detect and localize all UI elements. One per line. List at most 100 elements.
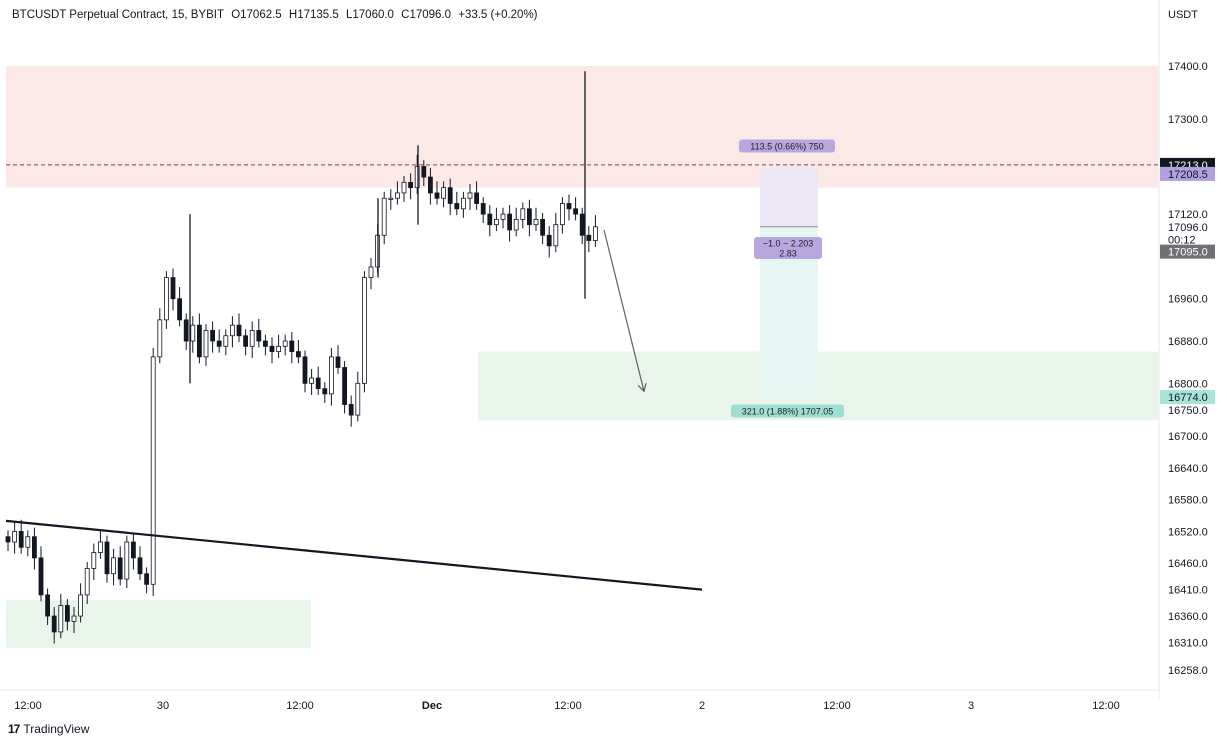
base-demand-zone[interactable]: [6, 600, 311, 648]
resistance-zone[interactable]: [6, 66, 1158, 188]
candle-body: [262, 340, 268, 347]
candle-body: [32, 536, 37, 559]
candle-body: [368, 266, 374, 278]
candle-body: [447, 187, 453, 204]
candle-body: [282, 340, 288, 347]
x-tick-label: 2: [699, 700, 705, 712]
price-tag-bg: [1160, 390, 1215, 405]
candle-body: [256, 330, 262, 342]
x-tick-label: 12:00: [286, 700, 314, 712]
candle-body: [540, 218, 545, 236]
candle-body: [408, 181, 414, 189]
price-tag-text: 17095.0: [1168, 247, 1208, 259]
candle-body: [414, 166, 420, 189]
x-tick-label: 3: [968, 700, 974, 712]
position-risk-box[interactable]: [760, 167, 818, 227]
price-tag-text: 17096.0: [1168, 222, 1208, 234]
y-tick-label: 16640.0: [1168, 463, 1208, 475]
candle-body: [177, 298, 183, 321]
candle-body: [137, 557, 143, 575]
candle-body: [25, 536, 31, 548]
candle-body: [434, 192, 440, 199]
candle-body: [309, 377, 315, 384]
candle-body: [474, 192, 480, 204]
candle-body: [460, 197, 466, 210]
candle-body: [216, 340, 222, 347]
candle-body: [289, 340, 295, 353]
tradingview-brand[interactable]: 17 TradingView: [8, 722, 89, 736]
candle-body: [98, 541, 103, 553]
candle-body: [78, 594, 83, 617]
candle-body: [421, 166, 427, 178]
candle-body: [388, 197, 394, 200]
zones-layer: [6, 66, 1158, 648]
candle-body: [104, 541, 110, 575]
candle-body: [130, 541, 136, 559]
arrow-head-icon: [637, 383, 647, 393]
candle-body: [533, 218, 539, 226]
candle-body: [58, 605, 64, 633]
candle-body: [210, 330, 216, 342]
symbol-label[interactable]: BTCUSDT Perpetual Contract, 15, BYBIT: [12, 9, 224, 21]
reward-label-bg: [731, 404, 844, 418]
candle-body: [12, 531, 18, 543]
candles-layer: [5, 71, 598, 644]
candle-body: [170, 277, 176, 300]
candle-body: [401, 181, 407, 194]
time-axis[interactable]: 12:00 30 12:00 Dec 12:00 2 12:00 3 12:00: [0, 689, 1159, 712]
y-tick-label: 16700.0: [1168, 431, 1208, 443]
x-tick-label: Dec: [422, 700, 442, 712]
y-tick-label: 16880.0: [1168, 336, 1208, 348]
ohlc-change: +33.5 (+0.20%): [458, 9, 538, 21]
y-tick-label: 16520.0: [1168, 526, 1208, 538]
candle-body: [111, 557, 116, 575]
candle-body: [18, 531, 24, 548]
candle-body: [394, 192, 400, 199]
candle-body: [229, 324, 235, 337]
candle-body: [480, 203, 486, 215]
x-tick-label: 12:00: [823, 700, 851, 712]
ratio-label-bg: [754, 237, 822, 259]
reward-label[interactable]: 321.0 (1.88%) 1707.05: [731, 404, 844, 418]
candle-body: [527, 208, 532, 226]
candle-body: [243, 335, 249, 347]
candle-body: [513, 218, 519, 231]
y-tick-label: 16800.0: [1168, 378, 1208, 390]
x-tick-label: 12:00: [554, 700, 582, 712]
ratio-label-text: −1.0 ~ 2.203: [763, 239, 814, 249]
risk-label[interactable]: 113.5 (0.66%) 750: [739, 139, 835, 153]
y-tick-label: 17400.0: [1168, 61, 1208, 73]
candle-body: [249, 330, 255, 347]
candle-body: [427, 176, 433, 194]
y-tick-label: 16258.0: [1168, 665, 1208, 677]
candle-body: [322, 388, 328, 395]
price-axis[interactable]: 17400.0 17300.0 17120.0 16960.0 16880.0 16800…: [1158, 0, 1215, 700]
candle-body: [566, 203, 572, 210]
risk-label-text: 113.5 (0.66%) 750: [750, 142, 823, 152]
candle-body: [45, 594, 50, 617]
candle-body: [467, 192, 473, 199]
ohlc-close: C17096.0: [401, 9, 452, 21]
ratio-label-text: 2.83: [779, 249, 797, 259]
brand-name: TradingView: [23, 722, 90, 736]
candle-body: [144, 573, 150, 585]
ohlc-open: O17062.5: [231, 9, 282, 21]
candle-body: [269, 345, 275, 353]
candle-body: [295, 351, 301, 358]
currency-label[interactable]: USDT: [1168, 9, 1198, 21]
y-tick-label: 16460.0: [1168, 558, 1208, 570]
candle-body: [203, 330, 209, 358]
trendline[interactable]: [5, 519, 703, 591]
y-tick-label: 16960.0: [1168, 294, 1208, 306]
candle-body: [150, 356, 156, 585]
candle-body: [355, 382, 361, 416]
reward-label-text: 321.0 (1.88%) 1707.05: [742, 407, 834, 417]
candle-body: [381, 197, 387, 236]
projection-arrow[interactable]: [603, 229, 645, 392]
candle-body: [276, 345, 282, 353]
price-tag-text: 16774.0: [1168, 392, 1208, 404]
candle-body: [163, 277, 169, 321]
